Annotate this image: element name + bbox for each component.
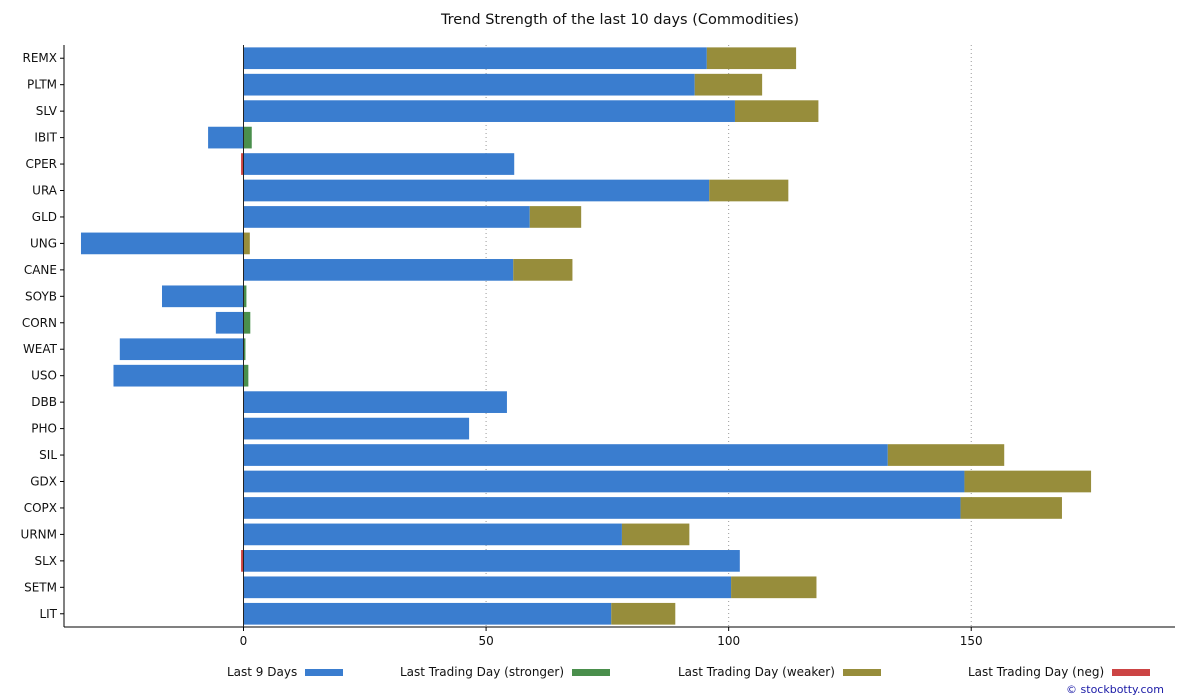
bar-weat-last-trading-day-stronger bbox=[243, 338, 246, 361]
y-tick-label-weat: WEAT bbox=[23, 342, 58, 356]
legend-swatch-stronger bbox=[572, 668, 611, 676]
y-tick-label-setm: SETM bbox=[24, 580, 57, 594]
bar-pho-last-9-days bbox=[243, 417, 470, 440]
bar-slv-last-trading-day-weaker bbox=[734, 100, 819, 122]
y-tick-label-slx: SLX bbox=[34, 554, 57, 568]
x-tick-label-0: 0 bbox=[240, 634, 248, 648]
bar-copx-last-9-days bbox=[243, 497, 961, 519]
bar-remx-last-9-days bbox=[243, 47, 707, 70]
bar-cper-last-9-days bbox=[243, 153, 515, 175]
bar-cane-last-trading-day-weaker bbox=[513, 259, 573, 281]
y-tick-label-sil: SIL bbox=[39, 448, 57, 462]
bar-cane-last-9-days bbox=[243, 259, 514, 281]
bar-urnm-last-9-days bbox=[243, 523, 622, 546]
y-tick-label-slv: SLV bbox=[36, 104, 58, 118]
x-tick-label-150: 150 bbox=[960, 634, 983, 648]
legend-item-neg: Last Trading Day (neg) bbox=[968, 665, 1151, 679]
bar-ibit-last-trading-day-stronger bbox=[243, 126, 252, 149]
legend-label-last-9-days: Last 9 Days bbox=[227, 665, 298, 679]
y-tick-label-corn: CORN bbox=[22, 316, 57, 330]
y-tick-label-remx: REMX bbox=[23, 51, 58, 65]
bar-pltm-last-9-days bbox=[243, 73, 695, 96]
y-tick-label-pho: PHO bbox=[31, 422, 57, 436]
y-tick-label-gdx: GDX bbox=[30, 475, 57, 489]
bar-ura-last-9-days bbox=[243, 179, 710, 202]
bar-dbb-last-9-days bbox=[243, 391, 507, 413]
y-tick-label-urnm: URNM bbox=[21, 527, 57, 541]
bar-setm-last-9-days bbox=[243, 576, 732, 599]
bar-soyb-last-trading-day-stronger bbox=[243, 285, 247, 308]
legend-item-weaker: Last Trading Day (weaker) bbox=[678, 665, 881, 679]
chart-title: Trend Strength of the last 10 days (Comm… bbox=[440, 12, 800, 28]
bar-corn-last-9-days bbox=[215, 311, 244, 334]
bar-ibit-last-9-days bbox=[208, 126, 244, 149]
bar-sil-last-trading-day-weaker bbox=[887, 444, 1005, 466]
credit-text: © stockbotty.com bbox=[1066, 683, 1164, 696]
legend-swatch-last-9-days bbox=[305, 668, 344, 676]
y-tick-label-pltm: PLTM bbox=[27, 78, 57, 92]
bar-pltm-last-trading-day-weaker bbox=[694, 73, 763, 96]
y-tick-label-cper: CPER bbox=[25, 157, 57, 171]
bar-gdx-last-9-days bbox=[243, 470, 965, 493]
bar-lit-last-trading-day-weaker bbox=[611, 602, 676, 625]
y-tick-label-ung: UNG bbox=[30, 236, 57, 250]
bar-gld-last-trading-day-weaker bbox=[529, 206, 582, 228]
bar-ura-last-trading-day-weaker bbox=[709, 179, 789, 202]
bar-sil-last-9-days bbox=[243, 444, 888, 466]
y-tick-label-ura: URA bbox=[32, 184, 58, 198]
x-tick-label-100: 100 bbox=[717, 634, 740, 648]
y-tick-label-dbb: DBB bbox=[31, 395, 57, 409]
legend-label-weaker: Last Trading Day (weaker) bbox=[678, 665, 835, 679]
legend-swatch-weaker bbox=[842, 668, 881, 676]
bar-ung-last-9-days bbox=[80, 232, 244, 255]
legend-label-neg: Last Trading Day (neg) bbox=[968, 665, 1105, 679]
y-tick-label-uso: USO bbox=[31, 369, 57, 383]
bar-remx-last-trading-day-weaker bbox=[706, 47, 797, 70]
bar-uso-last-9-days bbox=[113, 364, 244, 387]
y-tick-label-copx: COPX bbox=[24, 501, 57, 515]
bar-gdx-last-trading-day-weaker bbox=[964, 470, 1092, 493]
bar-lit-last-9-days bbox=[243, 602, 612, 625]
bar-cper-last-trading-day-neg bbox=[241, 153, 244, 175]
y-tick-label-gld: GLD bbox=[32, 210, 57, 224]
bar-slx-last-9-days bbox=[243, 550, 740, 572]
legend-swatch-neg bbox=[1112, 668, 1151, 676]
bar-soyb-last-9-days bbox=[162, 285, 244, 308]
y-tick-label-lit: LIT bbox=[39, 607, 57, 621]
legend-label-stronger: Last Trading Day (stronger) bbox=[400, 665, 565, 679]
x-tick-label-50: 50 bbox=[478, 634, 493, 648]
bar-copx-last-trading-day-weaker bbox=[960, 497, 1062, 519]
chart-plot: REMX PLTM SLV IBIT CPER URA GLD UNG CANE SOYB CORN… bbox=[21, 45, 1175, 648]
chart-legend: Last 9 Days Last Trading Day (stronger) … bbox=[0, 665, 1200, 683]
bar-uso-last-trading-day-stronger bbox=[243, 364, 249, 387]
bar-setm-last-trading-day-weaker bbox=[731, 576, 817, 599]
bar-slv-last-9-days bbox=[243, 100, 735, 122]
legend-item-stronger: Last Trading Day (stronger) bbox=[400, 665, 611, 679]
y-tick-label-ibit: IBIT bbox=[34, 131, 57, 145]
bar-weat-last-9-days bbox=[119, 338, 244, 361]
y-tick-label-cane: CANE bbox=[24, 263, 57, 277]
y-tick-label-soyb: SOYB bbox=[25, 289, 57, 303]
bar-slx-last-trading-day-neg bbox=[241, 550, 244, 572]
bar-corn-last-trading-day-stronger bbox=[243, 311, 251, 334]
legend-item-last-9-days: Last 9 Days bbox=[227, 665, 344, 679]
bar-ung-last-trading-day-weaker bbox=[243, 232, 250, 255]
bar-urnm-last-trading-day-weaker bbox=[621, 523, 690, 546]
bar-gld-last-9-days bbox=[243, 206, 530, 228]
